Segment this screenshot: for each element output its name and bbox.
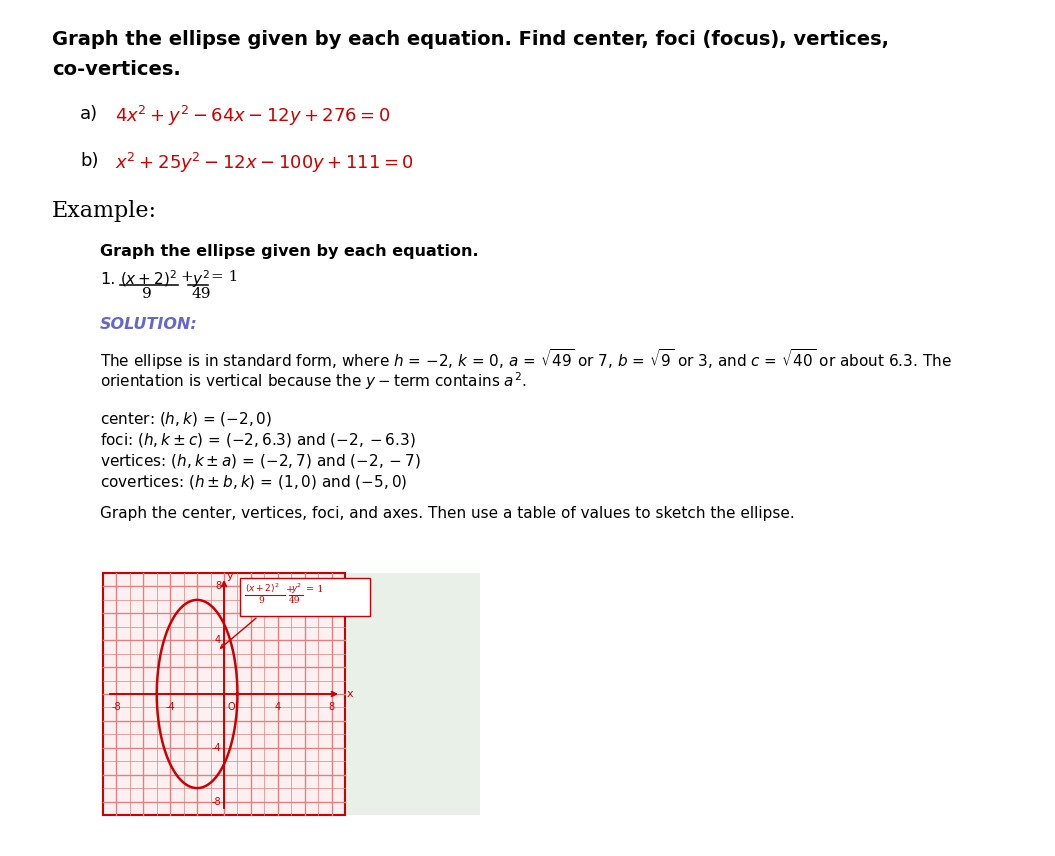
Bar [103,573,345,815]
Text: center: $(h, k)$ = $(-2, 0)$: center: $(h, k)$ = $(-2, 0)$ [100,410,272,428]
Text: -8: -8 [211,797,220,806]
Text: 4: 4 [215,635,220,645]
Text: = 1: = 1 [211,270,238,284]
Text: $(x + 2)^2$: $(x + 2)^2$ [120,268,177,288]
Text: Graph the ellipse given by each equation.: Graph the ellipse given by each equation… [100,244,479,259]
Text: $y^2$: $y^2$ [192,268,210,289]
Bar [241,579,370,616]
Text: SOLUTION:: SOLUTION: [100,317,197,332]
Text: $y^2$: $y^2$ [291,581,303,596]
Text: orientation is vertical because the $y-$term contains $a^2$.: orientation is vertical because the $y-$… [100,370,526,392]
Text: 49: 49 [191,287,211,301]
Text: covertices: $(h \pm b, k)$ = $(1, 0)$ and $(-5, 0)$: covertices: $(h \pm b, k)$ = $(1, 0)$ an… [100,473,407,491]
Text: 8: 8 [215,581,220,591]
Text: $4x^2 + y^2 - 64x - 12y + 276 = 0$: $4x^2 + y^2 - 64x - 12y + 276 = 0$ [115,104,390,128]
Text: a): a) [80,105,98,123]
Text: $(x+2)^2$: $(x+2)^2$ [245,581,280,595]
Text: foci: $(h, k \pm c)$ = $(-2, 6.3)$ and $(-2, -6.3)$: foci: $(h, k \pm c)$ = $(-2, 6.3)$ and $… [100,431,416,449]
Text: = 1: = 1 [306,586,324,594]
Text: 4: 4 [274,702,281,712]
Bar [231,573,480,815]
Text: +: + [286,586,294,594]
Text: x: x [346,689,353,699]
Text: 9: 9 [142,287,152,301]
Text: -4: -4 [166,702,175,712]
Text: -4: -4 [211,743,220,752]
Text: +: + [180,270,193,284]
Text: $x^2 + 25y^2 - 12x - 100y + 111 = 0$: $x^2 + 25y^2 - 12x - 100y + 111 = 0$ [115,151,414,175]
Text: y: y [227,571,233,580]
Text: 9: 9 [258,597,264,605]
Text: 49: 49 [289,597,301,605]
Text: Graph the ellipse given by each equation. Find center, foci (focus), vertices,: Graph the ellipse given by each equation… [52,30,889,49]
Text: co-vertices.: co-vertices. [52,60,180,79]
Text: O: O [227,702,234,712]
Text: Graph the center, vertices, foci, and axes. Then use a table of values to sketch: Graph the center, vertices, foci, and ax… [100,506,794,521]
Text: -8: -8 [112,702,121,712]
Text: 8: 8 [328,702,334,712]
Text: The ellipse is in standard form, where $h$ = $-$2, $k$ = 0, $a$ = $\sqrt{49}$ or: The ellipse is in standard form, where $… [100,347,952,372]
Text: Example:: Example: [52,200,157,222]
Text: vertices: $(h, k \pm a)$ = $(-2, 7)$ and $(-2, -7)$: vertices: $(h, k \pm a)$ = $(-2, 7)$ and… [100,452,421,470]
Text: b): b) [80,152,98,170]
Text: 1.: 1. [100,272,115,287]
